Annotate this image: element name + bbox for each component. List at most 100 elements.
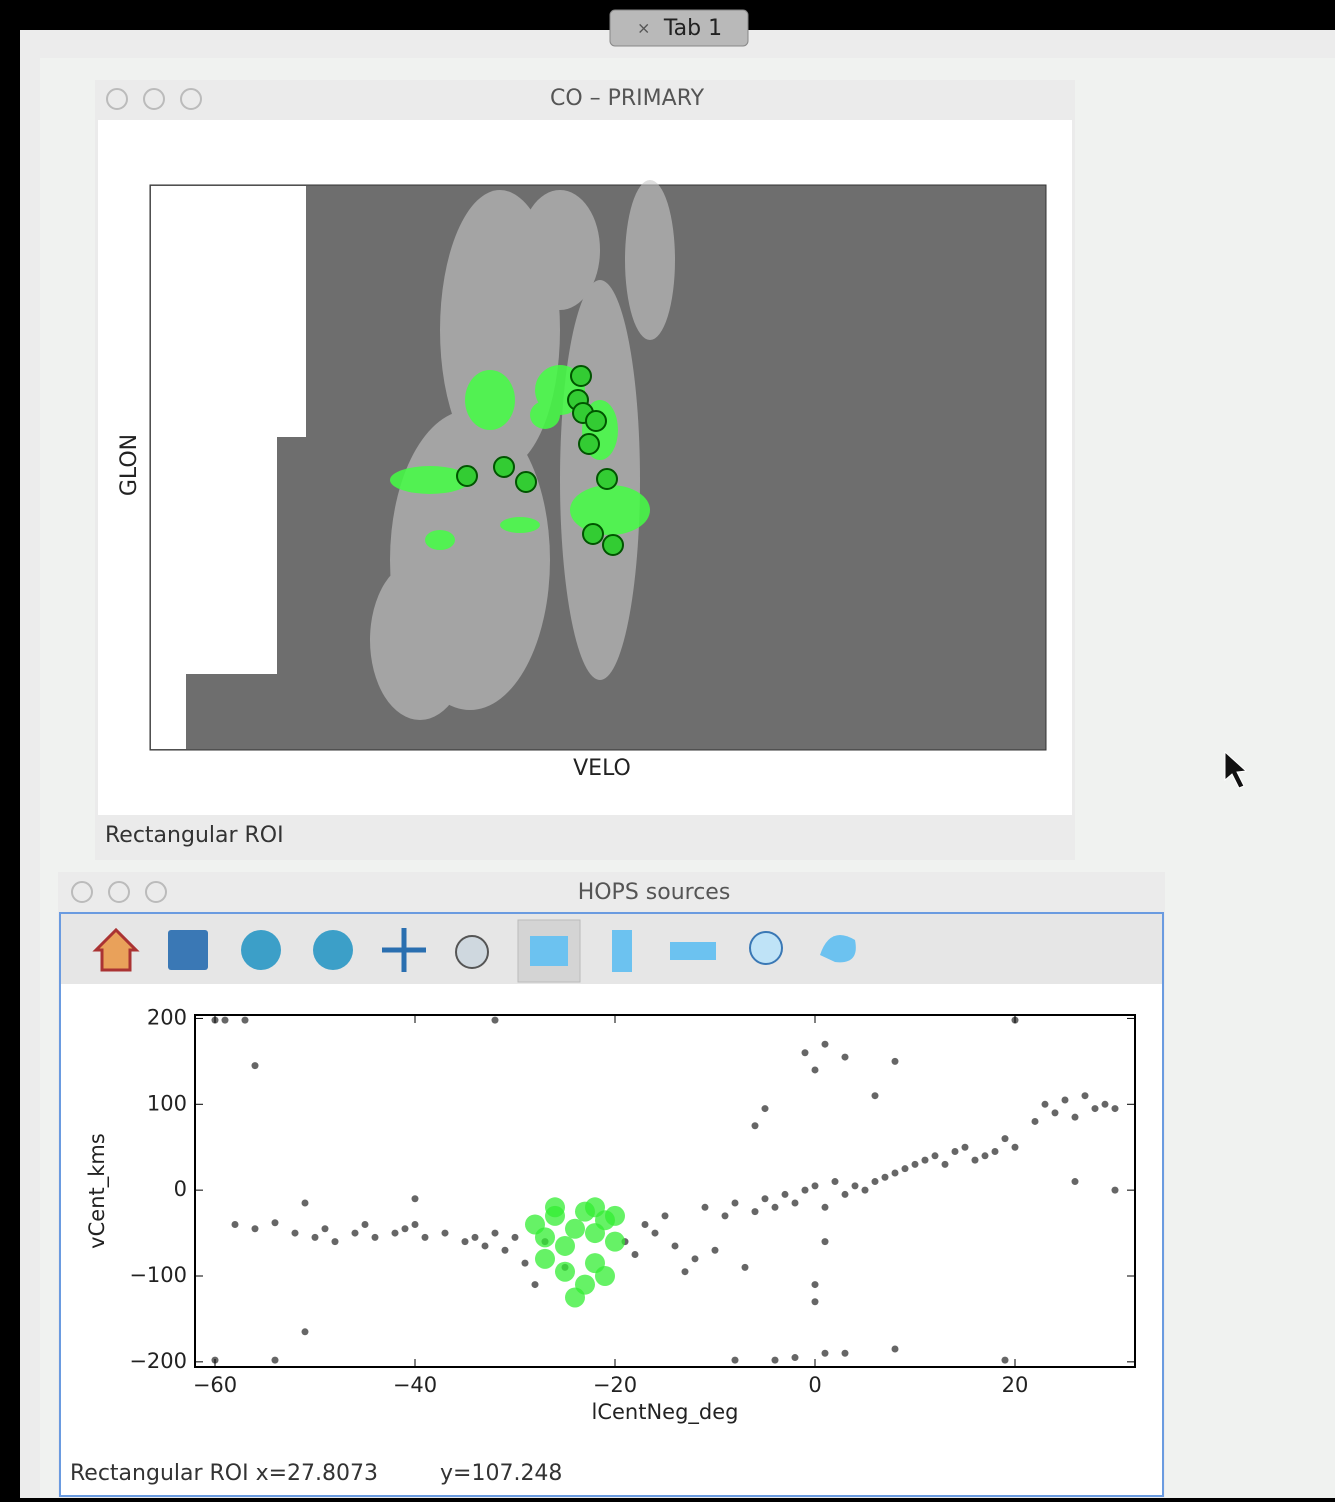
status-bar: Rectangular ROI (105, 823, 284, 848)
forward-button[interactable] (313, 930, 353, 970)
point (392, 1230, 399, 1237)
point (842, 1054, 849, 1061)
point (595, 1266, 615, 1286)
point (272, 1219, 279, 1226)
point (802, 1049, 809, 1056)
point (555, 1262, 575, 1282)
point (712, 1247, 719, 1254)
point (565, 1219, 585, 1239)
x-range-button[interactable] (612, 930, 632, 972)
point (292, 1230, 299, 1237)
point (942, 1161, 949, 1168)
point (462, 1238, 469, 1245)
point (605, 1232, 625, 1252)
point (812, 1066, 819, 1073)
point (782, 1191, 789, 1198)
point (892, 1058, 899, 1065)
y-axis-label: GLON (117, 434, 142, 496)
point (242, 1017, 249, 1024)
point (412, 1195, 419, 1202)
scatter-plot: −60−40−20020−200−1000100200lCentNeg_degv… (85, 1005, 1135, 1425)
point (522, 1260, 529, 1267)
point (532, 1281, 539, 1288)
point (672, 1242, 679, 1249)
x-tick-label: 0 (808, 1373, 821, 1397)
point (892, 1345, 899, 1352)
screen: × Tab 1 CO – PRIMARY GLON VELO Rectangul… (0, 0, 1335, 1498)
y-tick-label: 200 (147, 1005, 187, 1029)
point (952, 1148, 959, 1155)
point (472, 1234, 479, 1241)
point (605, 1206, 625, 1226)
point (222, 1017, 229, 1024)
point (312, 1234, 319, 1241)
point (212, 1017, 219, 1024)
status-bar: Rectangular ROI x=27.8073 (70, 1461, 378, 1486)
point (422, 1234, 429, 1241)
point (812, 1298, 819, 1305)
point (732, 1357, 739, 1364)
point (822, 1041, 829, 1048)
tab-label[interactable]: Tab 1 (663, 16, 722, 41)
point (662, 1212, 669, 1219)
point (212, 1357, 219, 1364)
point (992, 1148, 999, 1155)
point (252, 1062, 259, 1069)
point (1002, 1357, 1009, 1364)
point (802, 1187, 809, 1194)
point (862, 1187, 869, 1194)
x-tick-label: −20 (593, 1373, 637, 1397)
y-range-button[interactable] (670, 942, 716, 960)
point (822, 1350, 829, 1357)
point (812, 1281, 819, 1288)
point (352, 1230, 359, 1237)
point (412, 1221, 419, 1228)
point (502, 1247, 509, 1254)
point (372, 1234, 379, 1241)
point (892, 1169, 899, 1176)
x-tick-label: 20 (1002, 1373, 1029, 1397)
point (585, 1197, 605, 1217)
x-tick-label: −40 (393, 1373, 437, 1397)
point (302, 1200, 309, 1207)
point (1002, 1135, 1009, 1142)
point (722, 1212, 729, 1219)
point (682, 1268, 689, 1275)
y-axis-label: vCent_kms (85, 1133, 110, 1249)
y-tick-label: −100 (129, 1263, 187, 1287)
point (792, 1200, 799, 1207)
status-bar: y=107.248 (440, 1461, 562, 1486)
point (322, 1225, 329, 1232)
zoom-button[interactable] (456, 936, 488, 968)
point (632, 1251, 639, 1258)
point (752, 1208, 759, 1215)
back-button[interactable] (241, 930, 281, 970)
point (772, 1204, 779, 1211)
point (492, 1230, 499, 1237)
plot-area (195, 1015, 1135, 1367)
point (302, 1328, 309, 1335)
tab-close[interactable]: × (637, 19, 650, 38)
point (852, 1182, 859, 1189)
point (482, 1242, 489, 1249)
point (1052, 1109, 1059, 1116)
point (882, 1174, 889, 1181)
y-tick-label: 0 (174, 1177, 187, 1201)
point (555, 1236, 575, 1256)
point (872, 1092, 879, 1099)
point (232, 1221, 239, 1228)
circle-roi-button[interactable] (750, 932, 782, 964)
save-button[interactable] (168, 930, 208, 970)
point (362, 1221, 369, 1228)
point (535, 1227, 555, 1247)
y-tick-label: 100 (147, 1091, 187, 1115)
point (642, 1221, 649, 1228)
point (652, 1230, 659, 1237)
point (332, 1238, 339, 1245)
point (545, 1197, 565, 1217)
point (962, 1144, 969, 1151)
point (752, 1122, 759, 1129)
point (762, 1195, 769, 1202)
point (902, 1165, 909, 1172)
point (872, 1178, 879, 1185)
